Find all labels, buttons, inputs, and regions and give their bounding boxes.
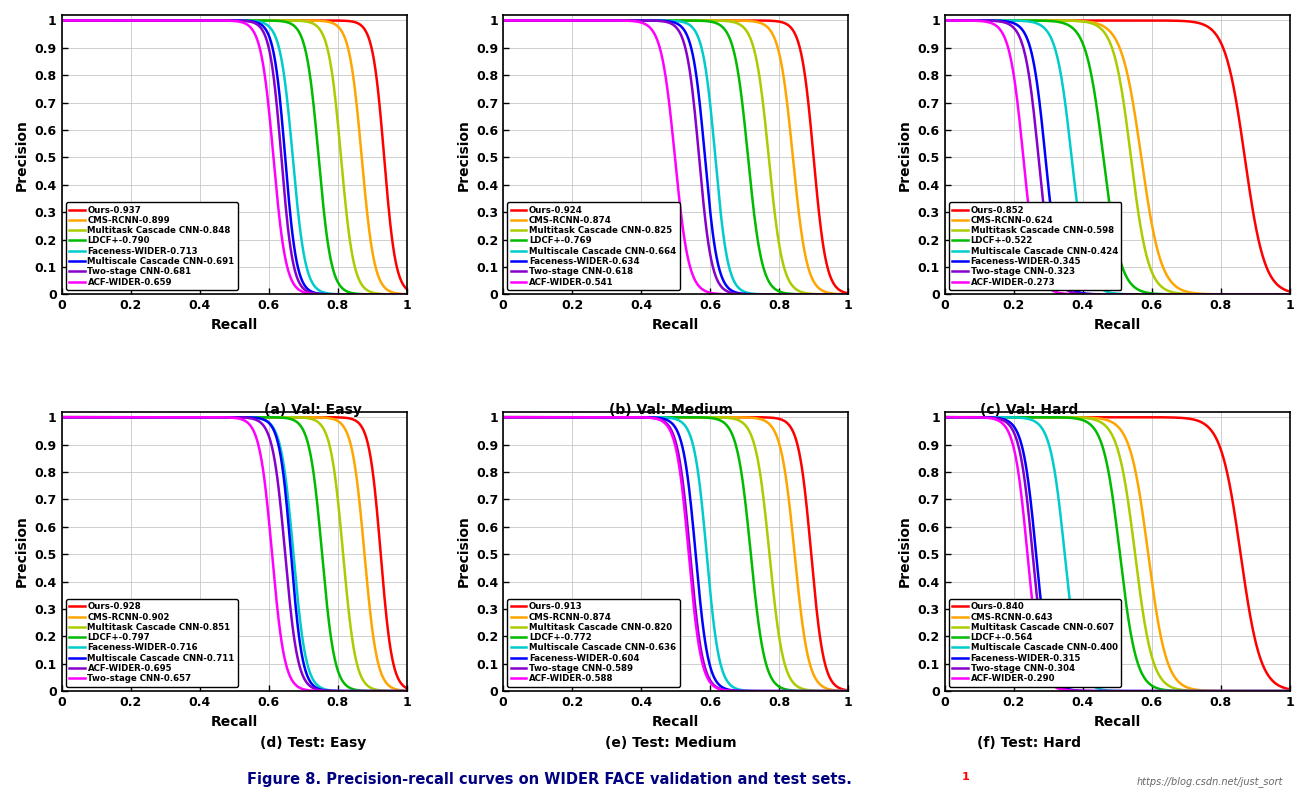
Text: (c) Val: Hard: (c) Val: Hard xyxy=(980,403,1079,418)
Legend: Ours-0.924, CMS-RCNN-0.874, Multitask Cascade CNN-0.825, LDCF+-0.769, Multiscale: Ours-0.924, CMS-RCNN-0.874, Multitask Ca… xyxy=(508,202,679,290)
X-axis label: Recall: Recall xyxy=(1093,318,1140,331)
X-axis label: Recall: Recall xyxy=(1093,714,1140,729)
Text: https://blog.csdn.net/just_sort: https://blog.csdn.net/just_sort xyxy=(1136,776,1283,787)
Text: (d) Test: Easy: (d) Test: Easy xyxy=(259,736,367,750)
Y-axis label: Precision: Precision xyxy=(14,119,29,191)
Y-axis label: Precision: Precision xyxy=(457,516,470,588)
Text: (e) Test: Medium: (e) Test: Medium xyxy=(605,736,737,750)
X-axis label: Recall: Recall xyxy=(652,318,699,331)
Y-axis label: Precision: Precision xyxy=(898,516,912,588)
Legend: Ours-0.913, CMS-RCNN-0.874, Multitask Cascade CNN-0.820, LDCF+-0.772, Multiscale: Ours-0.913, CMS-RCNN-0.874, Multitask Ca… xyxy=(508,599,679,687)
Legend: Ours-0.840, CMS-RCNN-0.643, Multitask Cascade CNN-0.607, LDCF+-0.564, Multiscale: Ours-0.840, CMS-RCNN-0.643, Multitask Ca… xyxy=(949,599,1121,687)
Legend: Ours-0.852, CMS-RCNN-0.624, Multitask Cascade CNN-0.598, LDCF+-0.522, Multiscale: Ours-0.852, CMS-RCNN-0.624, Multitask Ca… xyxy=(949,202,1122,290)
Legend: Ours-0.937, CMS-RCNN-0.899, Multitask Cascade CNN-0.848, LDCF+-0.790, Faceness-W: Ours-0.937, CMS-RCNN-0.899, Multitask Ca… xyxy=(65,202,238,290)
Text: (a) Val: Easy: (a) Val: Easy xyxy=(264,403,361,418)
X-axis label: Recall: Recall xyxy=(211,714,258,729)
Y-axis label: Precision: Precision xyxy=(898,119,912,191)
X-axis label: Recall: Recall xyxy=(211,318,258,331)
Legend: Ours-0.928, CMS-RCNN-0.902, Multitask Cascade CNN-0.851, LDCF+-0.797, Faceness-W: Ours-0.928, CMS-RCNN-0.902, Multitask Ca… xyxy=(65,599,238,687)
Text: (f) Test: Hard: (f) Test: Hard xyxy=(977,736,1081,750)
Text: 1: 1 xyxy=(962,771,970,782)
X-axis label: Recall: Recall xyxy=(652,714,699,729)
Y-axis label: Precision: Precision xyxy=(14,516,29,588)
Y-axis label: Precision: Precision xyxy=(457,119,470,191)
Text: (b) Val: Medium: (b) Val: Medium xyxy=(609,403,733,418)
Text: Figure 8. Precision-recall curves on WIDER FACE validation and test sets.: Figure 8. Precision-recall curves on WID… xyxy=(247,772,852,787)
